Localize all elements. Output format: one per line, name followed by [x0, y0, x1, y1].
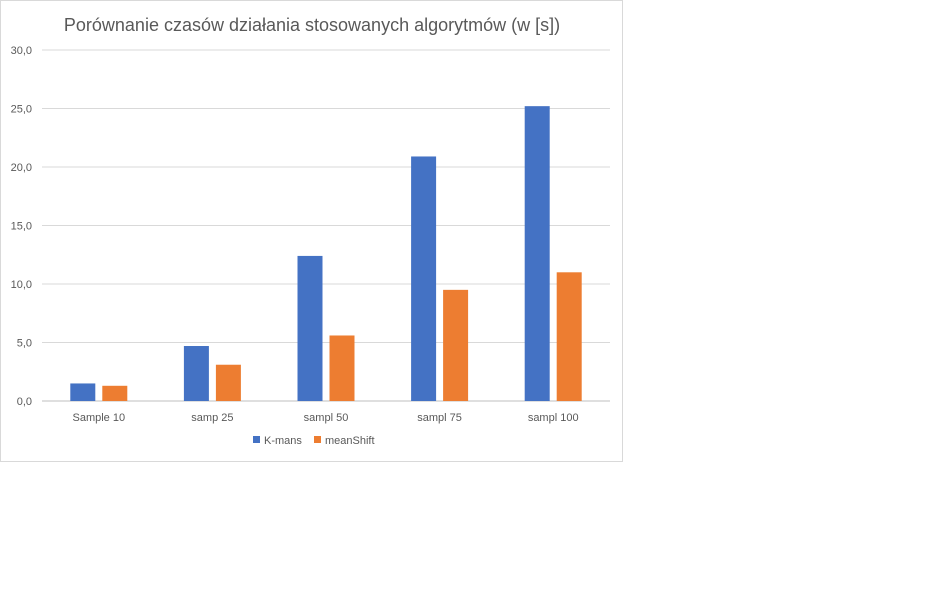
bar-meanshift [329, 335, 355, 401]
bar-meanshift [102, 385, 128, 401]
legend-label: K-mans [264, 435, 302, 447]
legend-label: meanShift [325, 435, 375, 447]
y-tick-label: 20,0 [11, 162, 32, 174]
bars [70, 106, 582, 401]
bar-k-mans [183, 346, 209, 401]
bar-k-mans [70, 383, 96, 401]
legend-swatch [314, 436, 321, 443]
bar-meanshift [443, 289, 469, 401]
bar-meanshift [215, 364, 241, 401]
y-tick-label: 0,0 [17, 396, 32, 408]
x-axis-ticks: Sample 10 samp 25 sampl 50 sampl 75 sampl 10… [73, 412, 579, 424]
bar-k-mans [411, 156, 437, 401]
chart-frame: Porównanie czasów działania stosowanych … [0, 0, 623, 462]
bar-meanshift [556, 272, 582, 401]
x-tick-label: sampl 50 [304, 412, 349, 424]
x-tick-label: sampl 75 [417, 412, 462, 424]
legend: K-mans meanShift [253, 435, 375, 447]
chart-title: Porównanie czasów działania stosowanych … [64, 15, 560, 35]
legend-swatch [253, 436, 260, 443]
y-tick-label: 10,0 [11, 279, 32, 291]
bar-k-mans [524, 106, 550, 401]
y-tick-label: 25,0 [11, 104, 32, 116]
bar-chart: Porównanie czasów działania stosowanych … [11, 15, 610, 447]
x-tick-label: sampl 100 [528, 412, 579, 424]
gridlines [42, 49, 610, 402]
bar-k-mans [297, 255, 323, 401]
y-tick-label: 5,0 [17, 338, 32, 350]
y-tick-label: 30,0 [11, 45, 32, 57]
x-tick-label: samp 25 [191, 412, 233, 424]
y-tick-label: 15,0 [11, 221, 32, 233]
y-axis-ticks: 0,0 5,0 10,0 15,0 20,0 25,0 30,0 [11, 45, 32, 408]
x-tick-label: Sample 10 [73, 412, 126, 424]
